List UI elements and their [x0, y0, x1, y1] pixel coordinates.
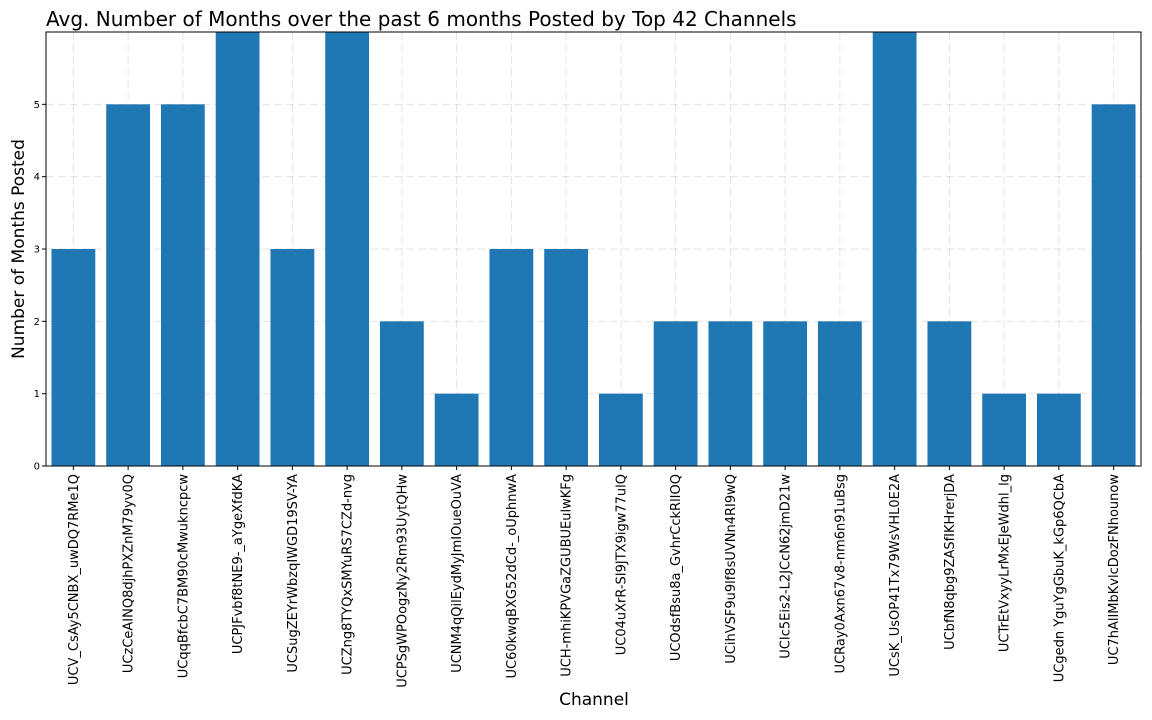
x-tick-label: UCPJFvbf8tNE9-_aYgeXfdKA	[231, 474, 246, 654]
y-axis: 0 1 2 3 4 5	[34, 100, 46, 473]
x-tick-label: UCOdsfBsu8a_GvhrCckRlIOQ	[669, 474, 684, 661]
bar-UC60kwqBXG52dCd-_oUphnwA	[489, 249, 534, 466]
x-tick-label: UCNM4qQilEydMyJmIOueOuVA	[450, 474, 465, 673]
x-tick-label: UCihVSF9u9lf8sUVNn4RI9wQ	[724, 474, 739, 664]
x-axis: UCV_CsAy5CNBX_uwDQ7RMe1Q UCzCeAINQ8djhPXZ…	[67, 466, 1122, 688]
y-tick-label: 5	[34, 100, 40, 111]
y-tick-label: 4	[34, 172, 40, 183]
x-axis-label: Channel	[559, 690, 629, 710]
y-tick-label: 2	[34, 317, 40, 328]
x-tick-label: UCPSgWPOogzNy2Rm93UytQHw	[395, 474, 410, 688]
bars-layer	[51, 32, 1136, 466]
bar-UCZng8TYQxSMYuRS7CZd-nvg	[325, 32, 370, 466]
bar-UCTrEtVxyyLrMxEJeWdhl_lg	[982, 393, 1027, 466]
x-tick-label: UCRay0Axn67v8-nm6n91uBsg	[833, 474, 848, 673]
bar-UCgedn YguYgGbuK_kGp6QCbA	[1036, 393, 1081, 466]
x-tick-label: UCH-mhiKPVGaZGUBUEulwKFg	[560, 474, 575, 677]
bar-UCV_CsAy5CNBX_uwDQ7RMe1Q	[51, 249, 96, 466]
bar-UCbfN8qbg9ZASfIKHrerjDA	[927, 321, 972, 466]
bar-UCRay0Axn67v8-nm6n91uBsg	[817, 321, 862, 466]
x-tick-label: UCV_CsAy5CNBX_uwDQ7RMe1Q	[67, 474, 82, 685]
x-tick-label: UC04uXrR-SI9JTX9igw77ulQ	[614, 474, 629, 655]
bar-UCzCeAINQ8djhPXZnM79yv0Q	[106, 104, 151, 466]
grid-layer	[46, 32, 1141, 467]
x-tick-label: UCIc5Eis2-L2JCcN62jmD21w	[779, 474, 794, 659]
y-tick-label: 1	[34, 389, 40, 400]
bar-UC7hAlIMbKvlcDozFNhounow	[1091, 104, 1136, 466]
bar-UCNM4qQilEydMyJmIOueOuVA	[434, 393, 479, 466]
x-tick-label: UCTrEtVxyyLrMxEJeWdhl_lg	[998, 474, 1013, 652]
bar-UCqqBfcbC7BM90cMwukncpcw	[160, 104, 205, 466]
bar-UCsK_UsOP41Tx79WsVHL0E2A	[872, 32, 917, 466]
x-tick-label: UCbfN8qbg9ZASfIKHrerjDA	[943, 474, 958, 650]
x-tick-label: UCSugZEYrWbzqIWGD19SV-YA	[286, 474, 301, 673]
bar-UCSugZEYrWbzqIWGD19SV-YA	[270, 249, 315, 466]
bar-UCIc5Eis2-L2JCcN62jmD21w	[763, 321, 808, 466]
bar-UCPSgWPOogzNy2Rm93UytQHw	[379, 321, 424, 466]
y-axis-label: Number of Months Posted	[9, 139, 29, 359]
chart-title: Avg. Number of Months over the past 6 mo…	[46, 7, 797, 31]
bar-UC04uXrR-SI9JTX9igw77ulQ	[598, 393, 643, 466]
y-tick-label: 3	[34, 245, 40, 256]
x-tick-label: UC60kwqBXG52dCd-_oUphnwA	[505, 474, 520, 679]
bar-UCOdsfBsu8a_GvhrCckRlIOQ	[653, 321, 698, 466]
bar-UCPJFvbf8tNE9-_aYgeXfdKA	[215, 32, 260, 466]
x-tick-label: UCzCeAINQ8djhPXZnM79yv0Q	[122, 474, 137, 673]
bar-UCihVSF9u9lf8sUVNn4RI9wQ	[708, 321, 753, 466]
x-tick-label: UCZng8TYQxSMYuRS7CZd-nvg	[341, 474, 356, 675]
bar-UCH-mhiKPVGaZGUBUEulwKFg	[544, 249, 589, 466]
y-tick-label: 0	[34, 462, 40, 473]
x-tick-label: UCqqBfcbC7BM90cMwukncpcw	[176, 474, 191, 679]
x-tick-label: UCsK_UsOP41Tx79WsVHL0E2A	[888, 474, 903, 677]
x-tick-label: UCgedn YguYgGbuK_kGp6QCbA	[1052, 474, 1067, 682]
x-tick-label: UC7hAlIMbKvlcDozFNhounow	[1107, 474, 1122, 666]
